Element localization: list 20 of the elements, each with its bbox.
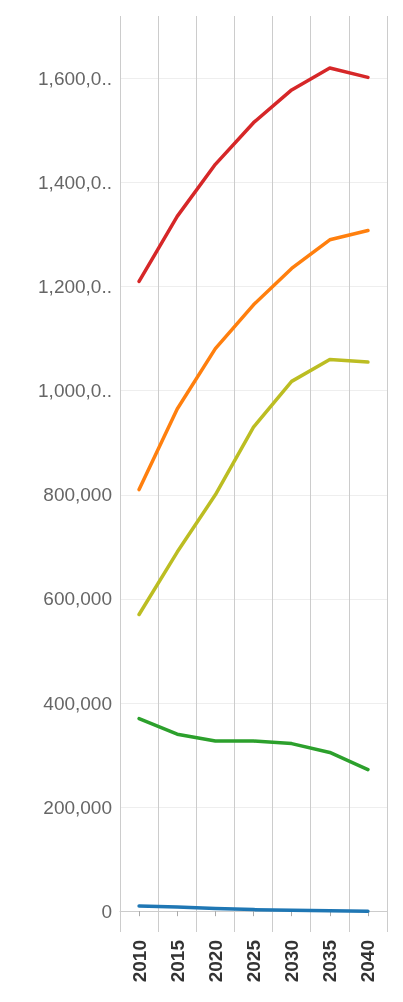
x-tick-label: 2020 <box>204 940 226 983</box>
y-tick-label: 800,000 <box>43 484 112 506</box>
y-tick-label: 200,000 <box>43 796 112 818</box>
x-tick-label: 2035 <box>319 939 341 983</box>
y-tick-label: 1,200,0.. <box>38 276 112 298</box>
x-tick-label: 2030 <box>281 940 303 983</box>
y-tick-label: 1,400,0.. <box>38 172 112 194</box>
line-series <box>137 357 370 617</box>
line-series <box>137 716 370 772</box>
y-tick-label: 1,600,0.. <box>38 67 112 89</box>
x-tick-label: 2010 <box>128 940 150 983</box>
y-tick-label: 1,000,0.. <box>38 380 112 402</box>
line-series <box>137 228 370 492</box>
y-tick-label: 0 <box>101 900 112 922</box>
y-tick-label: 600,000 <box>43 588 112 610</box>
x-tick-label: 2025 <box>243 939 264 983</box>
y-tick-label: 400,000 <box>43 692 112 714</box>
line-series <box>137 66 370 284</box>
x-tick-label: 2015 <box>166 939 188 983</box>
x-tick-label: 2040 <box>357 940 379 983</box>
